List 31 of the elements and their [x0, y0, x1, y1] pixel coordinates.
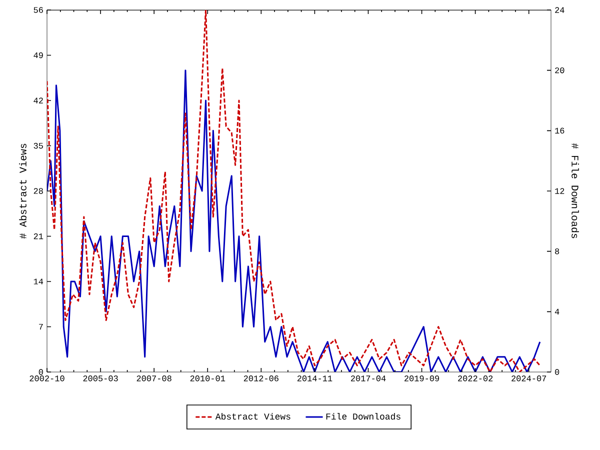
y-axis-title: # Abstract Views	[19, 144, 26, 239]
y-tick-label: 28	[34, 188, 43, 194]
y-tick-label: 42	[34, 98, 43, 104]
y2-tick-label: 24	[555, 7, 564, 13]
x-tick-label: 2007-08	[136, 376, 172, 382]
x-tick-label: 2017-04	[350, 376, 386, 382]
y2-tick-label: 16	[555, 128, 564, 134]
y-tick-label: 35	[34, 142, 43, 149]
y-tick-label: 56	[34, 7, 43, 13]
y-tick-label: 14	[34, 278, 44, 284]
line-series	[47, 70, 541, 372]
x-tick-label: 2002-10	[30, 376, 64, 382]
legend-label: File Downloads	[326, 412, 400, 420]
y2-tick-label: 8	[555, 248, 560, 254]
y-tick-label: 21	[34, 233, 44, 240]
y-tick-label: 0	[38, 369, 43, 375]
y-tick-label: 7	[39, 324, 43, 330]
x-tick-label: 2014-11	[297, 376, 332, 382]
y2-tick-label: 20	[555, 67, 564, 74]
x-tick-label: 2012-06	[244, 376, 278, 382]
y-tick-label: 49	[34, 52, 43, 58]
y2-tick-label: 4	[554, 308, 560, 314]
x-tick-label: 2019-09	[404, 376, 440, 382]
x-tick-label: 2022-02	[458, 376, 493, 382]
y2-tick-label: 12	[555, 188, 564, 194]
y2-axis-title: # File Downloads	[572, 143, 579, 238]
legend-label: Abstract Views	[215, 412, 290, 420]
x-tick-label: 2005-03	[83, 376, 118, 382]
x-tick-label: 2010-01	[190, 376, 226, 382]
x-tick-label: 2024-07	[512, 376, 546, 382]
y2-tick-label: 0	[555, 369, 560, 375]
